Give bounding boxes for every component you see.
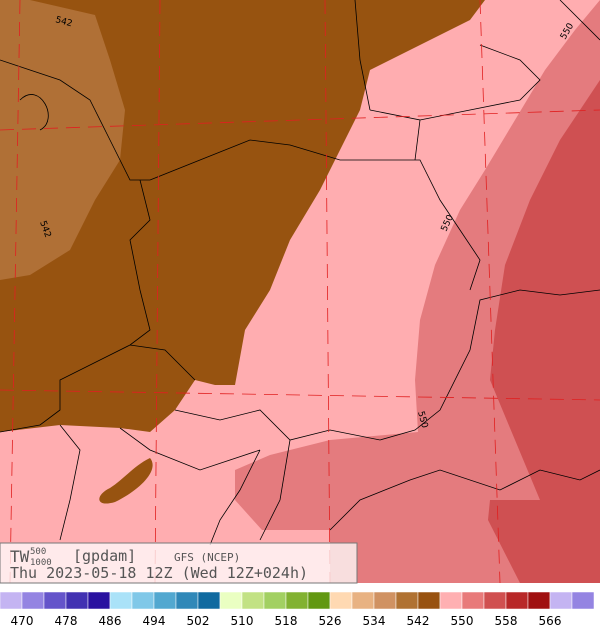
colorbar-box [329, 591, 353, 610]
colorbar-box [153, 591, 177, 610]
colorbar-box [43, 591, 67, 610]
colorbar-label: 518 [275, 614, 298, 628]
graticule [0, 0, 600, 584]
contour-label: 542 [54, 15, 73, 29]
colorbar-label: 494 [143, 614, 166, 628]
colorbar-label: 550 [451, 614, 474, 628]
colorbar-label: 502 [187, 614, 210, 628]
colorbar-box [373, 591, 397, 610]
colorbar-box [65, 591, 89, 610]
colorbar-box [527, 591, 551, 610]
unit: [gpdam] [73, 547, 136, 565]
colorbar-box [241, 591, 265, 610]
colorbar-box [351, 591, 375, 610]
colorbar-box [131, 591, 155, 610]
contour-label: 550 [415, 410, 429, 429]
field-island [99, 458, 153, 504]
colorbar-label: 566 [539, 614, 562, 628]
colorbar-box [571, 591, 595, 610]
field-550-554 [235, 0, 600, 583]
colorbar-label: 534 [363, 614, 386, 628]
colorbar-box [263, 591, 287, 610]
colorbar-label: 558 [495, 614, 518, 628]
colorbar-box [307, 591, 331, 610]
colorbar-box [175, 591, 199, 610]
colorbar-label: 542 [407, 614, 430, 628]
colorbar-label: 478 [55, 614, 78, 628]
colorbar-box [439, 591, 463, 610]
colorbar: 470 478 486 494 502 510 518 526 534 542 550 558 566 [0, 591, 595, 628]
colorbar-label: 510 [231, 614, 254, 628]
legend-box: TW 500 1000 [gpdam] GFS (NCEP) Thu 2023-… [0, 542, 358, 584]
colorbar-box [505, 591, 529, 610]
colorbar-box [483, 591, 507, 610]
colorbar-box [461, 591, 485, 610]
colorbar-box [0, 591, 23, 610]
borders [0, 0, 600, 546]
colorbar-box [417, 591, 441, 610]
legend-background [0, 542, 358, 584]
colorbar-box [549, 591, 573, 610]
field-name: TW [10, 547, 30, 566]
bottom-level: 1000 [30, 558, 52, 568]
valid-time: Thu 2023-05-18 12Z (Wed 12Z+024h) [10, 564, 308, 582]
colorbar-label: 486 [99, 614, 122, 628]
colorbar-box [87, 591, 111, 610]
model: GFS (NCEP) [174, 551, 240, 564]
colorbar-box [197, 591, 221, 610]
colorbar-box [109, 591, 133, 610]
top-level: 500 [30, 547, 46, 557]
colorbar-label: 526 [319, 614, 342, 628]
colorbar-box [395, 591, 419, 610]
colorbar-box [219, 591, 243, 610]
colorbar-box [21, 591, 45, 610]
field-554-558 [488, 80, 600, 583]
colorbar-label: 470 [11, 614, 34, 628]
colorbar-box [285, 591, 309, 610]
